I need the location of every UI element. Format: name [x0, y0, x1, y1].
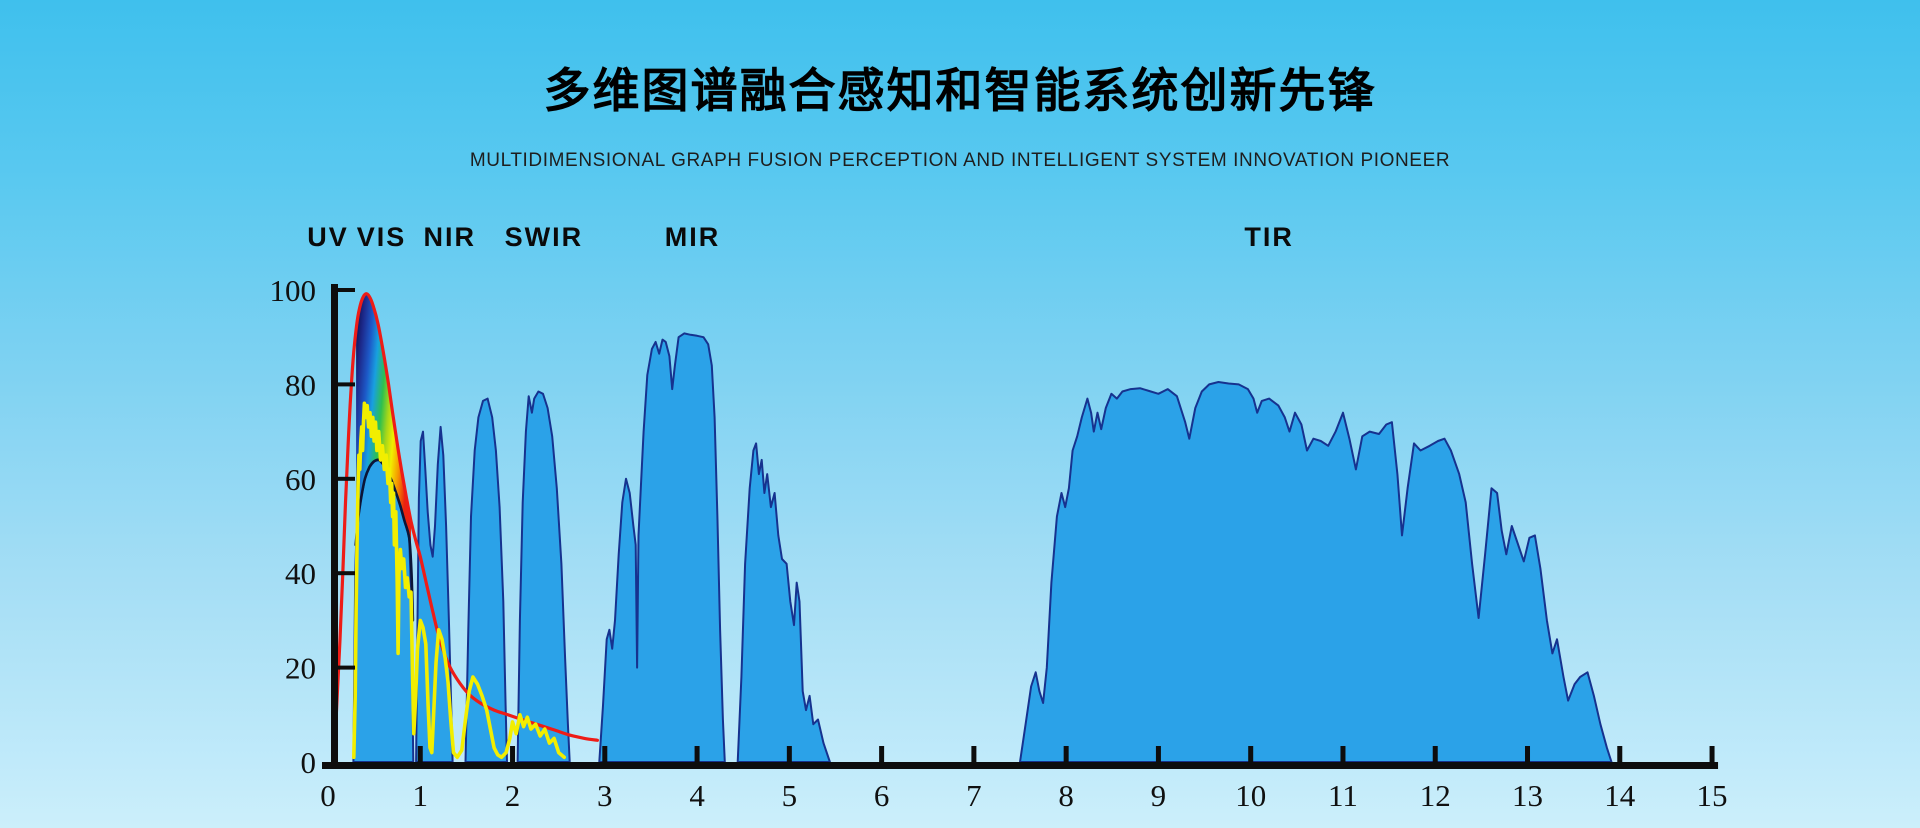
band-label-nir: NIR [423, 222, 477, 252]
x-tick-label: 10 [1235, 778, 1266, 813]
x-tick-label: 4 [689, 778, 705, 813]
x-tick [879, 746, 885, 762]
x-axis [322, 762, 1719, 769]
x-tick-label: 2 [505, 778, 521, 813]
transmission-window [736, 442, 831, 763]
band-label-vis: VIS [356, 222, 407, 252]
y-tick [338, 288, 355, 292]
ground-level-solar-spectrum [352, 401, 566, 760]
y-tick [338, 665, 355, 670]
x-tick-label: 12 [1420, 778, 1451, 813]
page-title: 多维图谱融合感知和智能系统创新先锋 [543, 64, 1377, 117]
band-label-tir: TIR [1244, 222, 1294, 252]
x-tick [510, 746, 516, 762]
x-tick-label: 0 [320, 778, 336, 813]
y-tick-label: 40 [285, 556, 316, 591]
x-tick [1340, 746, 1346, 762]
y-axis [331, 284, 338, 769]
x-tick-label: 5 [782, 778, 798, 813]
transmission-window [516, 390, 571, 763]
x-tick-label: 1 [413, 778, 429, 813]
solar-envelope-curve [331, 292, 599, 759]
x-tick [971, 746, 977, 762]
transmission-window [464, 397, 508, 763]
x-tick [1248, 746, 1254, 762]
x-tick-label: 7 [966, 778, 982, 813]
y-tick [338, 476, 355, 481]
transmission-window [1019, 381, 1613, 763]
y-tick [338, 382, 355, 387]
y-tick [338, 571, 355, 576]
band-label-uv: UV [307, 222, 349, 252]
band-label-swir: SWIR [504, 222, 584, 252]
x-tick [1709, 746, 1715, 762]
x-tick [602, 746, 608, 762]
x-tick-label: 8 [1058, 778, 1074, 813]
x-tick-label: 9 [1151, 778, 1167, 813]
y-tick-label: 100 [270, 273, 317, 308]
band-label-mir: MIR [664, 222, 721, 252]
y-tick-label: 20 [285, 651, 316, 686]
x-tick [1432, 746, 1438, 762]
page-subtitle: MULTIDIMENSIONAL GRAPH FUSION PERCEPTION… [469, 150, 1451, 171]
visible-spectrum-rainbow [356, 293, 411, 567]
transmission-window [598, 332, 726, 763]
y-tick-label: 60 [285, 462, 316, 497]
x-tick [786, 746, 792, 762]
x-tick-label: 14 [1604, 778, 1636, 813]
x-tick [1063, 746, 1069, 762]
x-tick [1617, 746, 1623, 762]
y-tick-label: 80 [285, 367, 316, 402]
x-tick [417, 746, 423, 762]
x-tick [694, 746, 700, 762]
transmission-window [415, 425, 454, 763]
x-tick-label: 13 [1512, 778, 1543, 813]
x-tick [1525, 746, 1531, 762]
x-tick [1155, 746, 1161, 762]
x-tick-label: 15 [1697, 778, 1728, 813]
y-tick-label: 0 [301, 745, 317, 780]
x-tick-label: 11 [1328, 778, 1358, 813]
x-tick-label: 6 [874, 778, 890, 813]
x-tick-label: 3 [597, 778, 613, 813]
